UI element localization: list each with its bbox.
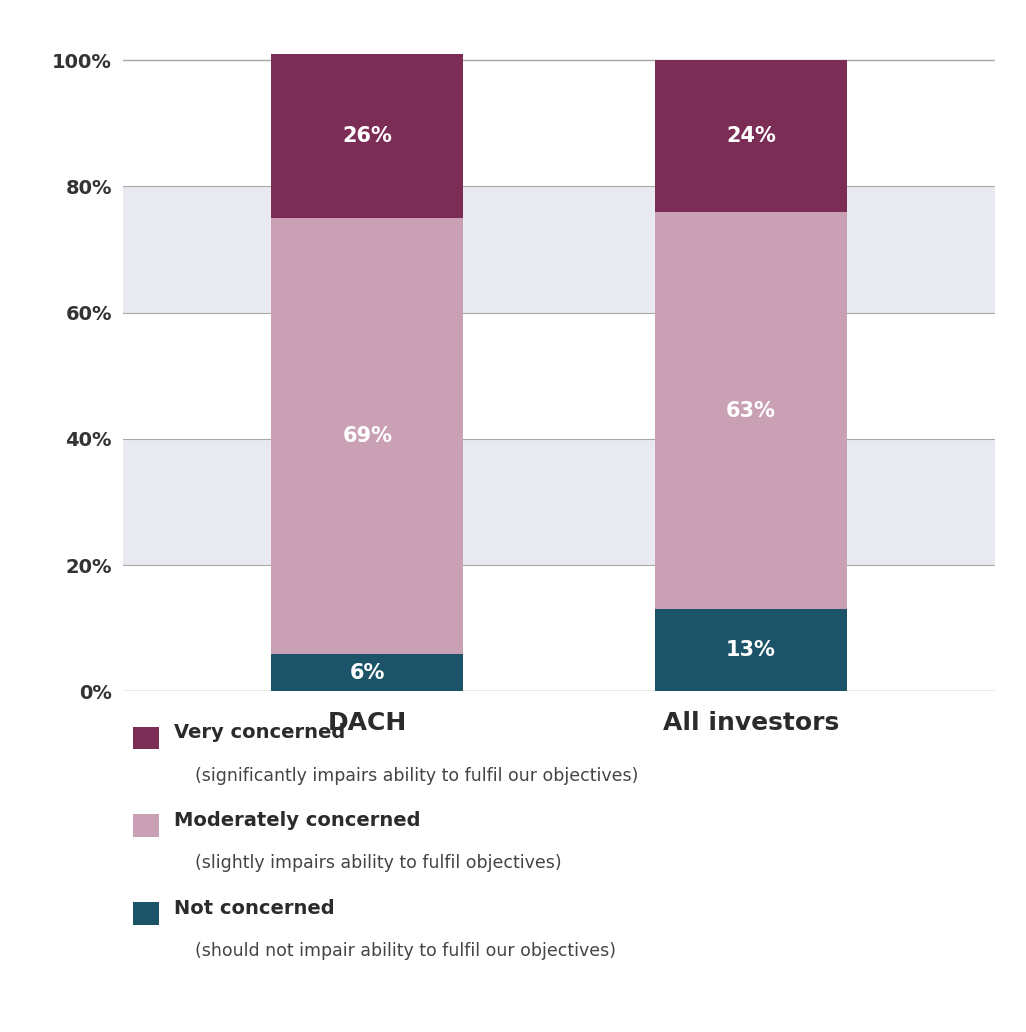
Text: 26%: 26% bbox=[343, 126, 392, 146]
Text: (slightly impairs ability to fulfil objectives): (slightly impairs ability to fulfil obje… bbox=[195, 854, 561, 872]
Bar bbox=[271, 218, 464, 653]
Bar bbox=[271, 54, 464, 218]
Bar bbox=[655, 609, 846, 691]
Bar bbox=[123, 187, 995, 313]
Text: Not concerned: Not concerned bbox=[174, 899, 336, 917]
Bar bbox=[655, 212, 846, 609]
Bar bbox=[123, 439, 995, 566]
Text: 6%: 6% bbox=[350, 663, 385, 682]
Text: (should not impair ability to fulfil our objectives): (should not impair ability to fulfil our… bbox=[195, 942, 616, 960]
Text: 13%: 13% bbox=[726, 641, 776, 660]
Text: Moderately concerned: Moderately concerned bbox=[174, 811, 421, 830]
Text: (significantly impairs ability to fulfil our objectives): (significantly impairs ability to fulfil… bbox=[195, 767, 638, 784]
Text: Very concerned: Very concerned bbox=[174, 723, 346, 742]
Bar bbox=[655, 60, 846, 212]
Text: 69%: 69% bbox=[343, 426, 392, 446]
Bar bbox=[271, 653, 464, 691]
Text: 24%: 24% bbox=[726, 126, 776, 146]
Text: 63%: 63% bbox=[726, 400, 776, 421]
